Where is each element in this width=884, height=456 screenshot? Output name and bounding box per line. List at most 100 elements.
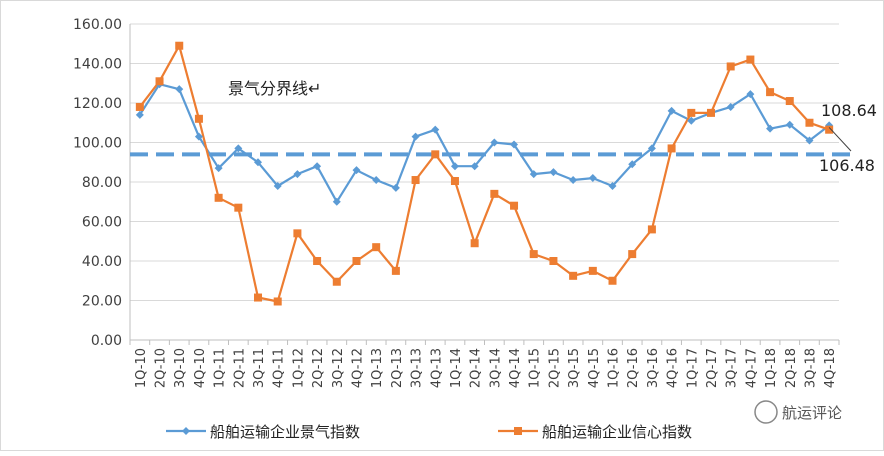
x-tick-label: 2Q-15: [547, 348, 562, 388]
end-label-leader-line: [828, 127, 852, 152]
x-tick-label: 1Q-12: [291, 348, 306, 388]
data-point: [588, 174, 597, 183]
data-point: [805, 118, 814, 127]
x-tick-label: 1Q-17: [685, 348, 700, 388]
watermark-text: 航运评论: [782, 404, 842, 422]
data-point: [372, 176, 381, 185]
data-point: [529, 250, 538, 259]
x-tick-label: 3Q-13: [410, 348, 425, 388]
data-point: [608, 181, 617, 190]
x-tick-label: 4Q-16: [666, 348, 681, 388]
data-point: [175, 85, 184, 94]
end-label-信心: 106.48: [819, 156, 875, 175]
x-tick-label: 2Q-10: [154, 348, 169, 388]
x-tick-label: 4Q-11: [272, 348, 287, 388]
data-point: [647, 225, 656, 234]
data-point: [352, 257, 361, 265]
data-point: [766, 88, 775, 97]
wechat-logo-icon: [754, 400, 778, 424]
legend-marker-信心: [514, 427, 522, 435]
data-point: [254, 293, 263, 302]
x-axis: 1Q-10 2Q-10 3Q-10 4Q-10 1Q-11 2Q-11 3Q-11 4Q-11…: [129, 339, 840, 388]
legend: 船舶运输企业景气指数 船舶运输企业信心指数: [166, 423, 692, 441]
data-point: [431, 125, 440, 134]
series-layer: [135, 41, 834, 306]
data-point: [254, 158, 263, 167]
x-tick-label: 1Q-15: [528, 348, 543, 388]
data-point: [667, 106, 676, 115]
x-tick-label: 3Q-10: [173, 348, 188, 388]
x-tick-label: 1Q-10: [134, 348, 149, 388]
x-tick-label: 1Q-11: [213, 348, 228, 388]
data-point: [766, 124, 775, 133]
data-point: [510, 140, 519, 149]
data-point: [569, 271, 578, 280]
y-tick-label: 160.00: [73, 17, 122, 33]
x-tick-label: 1Q-18: [764, 348, 779, 388]
data-point: [628, 160, 637, 169]
x-tick-label: 1Q-14: [449, 348, 464, 388]
y-tick-label: 140.00: [73, 57, 122, 73]
data-point: [234, 144, 243, 153]
x-tick-label: 3Q-12: [331, 348, 346, 388]
data-point: [785, 97, 794, 106]
x-tick-label: 3Q-17: [725, 348, 740, 388]
x-tick-label: 3Q-18: [803, 348, 818, 388]
legend-label-信心: 船舶运输企业信心指数: [542, 423, 692, 441]
x-tick-label: 3Q-16: [646, 348, 661, 388]
gridlines: [130, 23, 839, 301]
data-point: [687, 108, 696, 117]
data-point: [372, 243, 381, 252]
x-tick-label: 2Q-11: [232, 348, 247, 388]
x-tick-label: 3Q-11: [252, 348, 267, 388]
data-point: [391, 183, 400, 192]
data-point: [411, 176, 420, 185]
data-point: [431, 150, 440, 159]
data-point: [214, 164, 223, 173]
y-tick-label: 100.00: [73, 136, 122, 152]
x-tick-label: 2Q-16: [626, 348, 641, 388]
data-point: [450, 177, 459, 186]
data-point: [391, 266, 400, 275]
data-point: [194, 132, 203, 141]
data-point: [293, 170, 302, 179]
data-point: [706, 108, 715, 117]
x-tick-label: 2Q-12: [311, 348, 326, 388]
data-point: [805, 136, 814, 145]
data-point: [194, 114, 203, 123]
data-point: [825, 121, 834, 130]
data-point: [490, 138, 499, 147]
series-line-1: [138, 44, 830, 303]
data-point: [175, 41, 184, 50]
x-tick-label: 4Q-17: [744, 348, 759, 388]
data-point: [332, 277, 341, 286]
x-tick-label: 4Q-15: [587, 348, 602, 388]
data-point: [687, 116, 696, 125]
data-point: [510, 201, 519, 210]
data-point: [628, 250, 637, 259]
data-point: [608, 276, 617, 285]
data-point: [234, 203, 243, 212]
x-tick-label: 4Q-12: [350, 348, 365, 388]
data-point: [135, 102, 144, 111]
data-point: [667, 144, 676, 153]
data-point: [135, 110, 144, 119]
end-label-景气: 108.64: [821, 101, 877, 120]
data-point: [746, 90, 755, 99]
data-point: [470, 162, 479, 171]
data-point: [647, 144, 656, 153]
data-point: [490, 189, 499, 198]
data-point: [155, 77, 164, 86]
x-tick-label: 3Q-15: [567, 348, 582, 388]
y-tick-label: 60.00: [82, 215, 122, 231]
x-tick-label: 2Q-17: [705, 348, 720, 388]
threshold-label: 景气分界线↵: [228, 79, 321, 98]
data-point: [726, 102, 735, 111]
x-tick-label: 1Q-16: [607, 348, 622, 388]
watermark: 航运评论: [754, 400, 842, 424]
data-point: [726, 62, 735, 71]
data-point: [273, 181, 282, 190]
y-tick-label: 20.00: [82, 294, 122, 310]
x-tick-label: 1Q-13: [370, 348, 385, 388]
